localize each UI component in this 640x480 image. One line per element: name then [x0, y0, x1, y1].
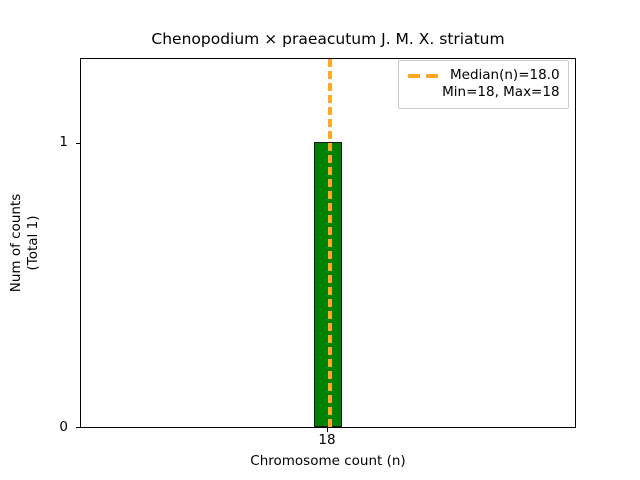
ytick-label-1: 1: [59, 134, 68, 150]
x-axis-label: Chromosome count (n): [250, 453, 406, 469]
bars-layer: [81, 59, 575, 427]
chart-title: Chenopodium × praeacutum J. M. X. striat…: [151, 30, 505, 48]
legend-entry-median: Median(n)=18.0: [407, 67, 560, 84]
ytick-mark-0: [75, 427, 80, 429]
xtick-label-0: 18: [318, 432, 336, 448]
y-axis-label: Num of counts (Total 1): [8, 193, 41, 293]
plot-area: [80, 58, 576, 428]
ytick-mark-1: [75, 142, 80, 144]
xtick-mark-0: [327, 427, 328, 433]
median-line: [328, 59, 332, 427]
ytick-label-0: 0: [59, 419, 68, 435]
dashed-line-icon: [407, 70, 441, 82]
legend-label-median: Median(n)=18.0: [450, 67, 560, 83]
y-axis-label-wrap: Num of counts (Total 1): [0, 58, 50, 428]
legend: Median(n)=18.0 Min=18, Max=18: [398, 60, 569, 109]
legend-label-minmax: Min=18, Max=18: [442, 84, 560, 100]
legend-entry-minmax: Min=18, Max=18: [407, 84, 560, 101]
